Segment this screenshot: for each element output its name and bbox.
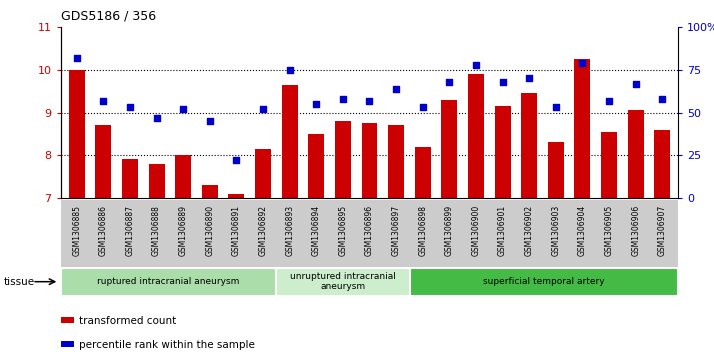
Point [71,55,82,61]
Bar [628,110,644,198]
Bar [228,193,244,198]
Bar [61,268,276,296]
Bar [202,185,218,198]
Bar [388,125,404,198]
Text: GSM1306905: GSM1306905 [605,205,613,256]
Text: GSM1306902: GSM1306902 [525,205,534,256]
Bar [175,155,191,198]
Text: transformed count: transformed count [79,316,176,326]
Text: GSM1306889: GSM1306889 [178,205,188,256]
Point [178,106,189,112]
Point [124,105,136,110]
Bar [521,93,537,198]
Point [284,67,296,73]
Bar [495,106,511,198]
Text: GSM1306888: GSM1306888 [152,205,161,256]
Bar [654,130,670,198]
Bar [308,134,324,198]
Text: GSM1306906: GSM1306906 [631,205,640,256]
Point [391,86,402,91]
Bar [601,132,617,198]
Text: GSM1306894: GSM1306894 [312,205,321,256]
Point [417,105,428,110]
Bar [548,142,564,198]
Bar [95,125,111,198]
Text: GSM1306893: GSM1306893 [285,205,294,256]
Point [98,98,109,103]
Bar [361,123,378,198]
Text: superficial temporal artery: superficial temporal artery [483,277,605,286]
Point [337,96,348,102]
Point [231,158,242,163]
Text: GSM1306898: GSM1306898 [418,205,427,256]
Point [550,105,561,110]
Point [311,101,322,107]
Text: GDS5186 / 356: GDS5186 / 356 [61,9,156,22]
Text: GSM1306901: GSM1306901 [498,205,507,256]
Point [657,96,668,102]
Text: GSM1306895: GSM1306895 [338,205,348,256]
Text: GSM1306899: GSM1306899 [445,205,454,256]
Bar [122,159,138,198]
Bar [441,100,458,198]
Point [497,79,508,85]
Point [363,98,375,103]
Text: percentile rank within the sample: percentile rank within the sample [79,340,254,350]
Point [630,81,641,86]
Bar [281,85,298,198]
Text: GSM1306897: GSM1306897 [391,205,401,256]
Bar [149,164,164,198]
Bar [255,149,271,198]
Text: GSM1306896: GSM1306896 [365,205,374,256]
Point [204,118,216,124]
Text: ruptured intracranial aneurysm: ruptured intracranial aneurysm [97,277,239,286]
Bar [410,268,678,296]
Bar [276,268,410,296]
Text: GSM1306892: GSM1306892 [258,205,268,256]
Point [523,76,535,81]
Text: GSM1306907: GSM1306907 [658,205,667,256]
Point [603,98,615,103]
Point [151,115,162,121]
Point [471,62,482,68]
Text: GSM1306891: GSM1306891 [232,205,241,256]
Text: GSM1306890: GSM1306890 [205,205,214,256]
Bar [415,147,431,198]
Text: GSM1306904: GSM1306904 [578,205,587,256]
Text: GSM1306900: GSM1306900 [471,205,481,256]
Text: GSM1306885: GSM1306885 [72,205,81,256]
Point [443,79,455,85]
Text: GSM1306886: GSM1306886 [99,205,108,256]
Bar [575,59,590,198]
Text: GSM1306903: GSM1306903 [551,205,560,256]
Text: tissue: tissue [4,277,35,287]
Point [577,60,588,66]
Bar [468,74,484,198]
Text: GSM1306887: GSM1306887 [126,205,134,256]
Point [257,106,268,112]
Bar [335,121,351,198]
Text: unruptured intracranial
aneurysm: unruptured intracranial aneurysm [290,272,396,291]
Bar [69,70,85,198]
